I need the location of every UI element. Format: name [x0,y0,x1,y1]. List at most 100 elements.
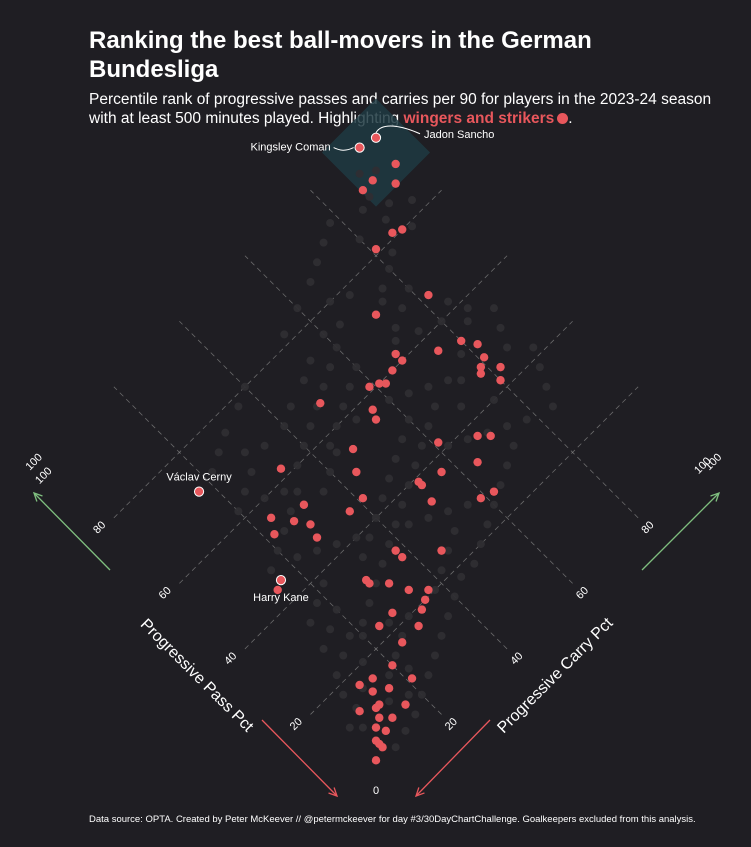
point-other-81 [326,625,335,634]
point-highlight-24 [352,467,361,477]
point-highlight-19 [365,579,374,588]
point-other-36 [365,533,374,542]
point-other-15 [391,323,400,332]
point-other-37 [358,553,367,562]
point-other-5 [381,215,390,224]
point-other-64 [240,487,249,496]
axis-title-carry: Progressive Carry Pct [494,614,616,736]
point-other-63 [247,467,256,476]
point-highlight-34 [388,366,397,375]
point-other-153 [489,304,498,313]
arrow-carry-down-icon-line [415,719,491,797]
point-other-30 [404,415,413,424]
point-highlight-76 [384,579,394,588]
point-other-161 [489,395,498,404]
point-other-85 [332,671,341,680]
point-other-65 [234,507,243,516]
point-other-79 [306,618,315,627]
point-other-34 [378,494,387,503]
point-other-7 [355,235,364,244]
point-highlight-46 [473,457,482,467]
point-other-112 [424,382,433,391]
point-highlight-29 [375,379,384,388]
point-highlight-15 [306,520,315,529]
point-other-126 [358,631,367,640]
point-other-109 [326,441,335,450]
point-other-26 [352,415,361,424]
point-highlight-44 [486,431,495,441]
point-other-69 [286,507,295,516]
point-other-38 [404,520,413,529]
point-highlight-14 [299,500,309,509]
point-highlight-32 [371,415,381,424]
point-other-113 [444,376,453,385]
point-other-99 [345,291,354,300]
point-highlight-80 [420,595,430,604]
point-highlight-81 [424,585,433,595]
chart-subtitle: Percentile rank of progressive passes an… [89,90,719,128]
point-highlight-68 [384,684,394,693]
point-other-97 [326,218,335,227]
point-other-104 [280,422,289,431]
point-other-111 [404,389,413,398]
point-other-25 [293,461,302,470]
point-other-154 [463,304,472,313]
point-other-51 [424,671,433,680]
point-highlight-5 [358,185,368,195]
point-other-78 [313,599,322,608]
point-highlight-49 [434,346,443,355]
point-other-92 [280,330,289,339]
arrow-carry-down-icon-head [414,787,425,798]
top-region-box [321,98,431,207]
point-highlight-35 [391,349,400,359]
point-highlight-27 [427,497,436,506]
point-highlight-74 [375,621,384,631]
point-other-57 [234,402,243,411]
point-other-155 [444,297,453,306]
point-highlight-43 [489,487,499,496]
point-other-11 [378,284,387,293]
point-other-110 [385,395,394,404]
point-other-54 [401,726,410,735]
point-highlight-40 [316,398,325,408]
point-highlight-30 [368,405,377,414]
point-other-94 [306,277,315,286]
point-other-120 [391,520,400,529]
point-other-117 [411,461,420,470]
point-other-136 [463,435,472,444]
point-highlight-78 [414,621,423,631]
point-highlight-28 [348,444,358,454]
point-other-32 [391,454,400,463]
point-other-8 [408,222,417,231]
point-highlight-60 [371,723,381,732]
point-other-102 [299,376,308,385]
point-highlight-8 [371,244,381,254]
point-highlight-6 [398,225,407,234]
point-highlight-48 [434,438,443,447]
point-highlight-10 [273,585,282,595]
point-other-106 [345,382,354,391]
point-other-122 [378,559,387,568]
annotated-point-3 [275,575,287,586]
point-highlight-82 [270,530,279,539]
point-highlight-26 [414,477,423,487]
point-other-16 [391,336,400,345]
annotation-label-0: Kingsley Coman [251,142,331,154]
point-other-128 [404,612,413,621]
point-highlight-39 [398,356,407,365]
point-other-114 [430,402,439,411]
point-other-24 [299,441,308,450]
point-other-9 [388,248,397,257]
point-highlight-73 [388,661,397,670]
point-other-73 [293,553,302,562]
point-highlight-53 [473,339,482,349]
tick-label-carry-40: 40 [508,650,525,667]
annotation-label-2: Václav Cerny [166,472,232,484]
point-highlight-70 [368,674,377,683]
point-highlight-41 [437,546,446,555]
point-other-146 [470,559,479,568]
point-other-60 [208,467,217,476]
point-highlight-4 [391,179,400,188]
point-other-33 [385,474,394,483]
